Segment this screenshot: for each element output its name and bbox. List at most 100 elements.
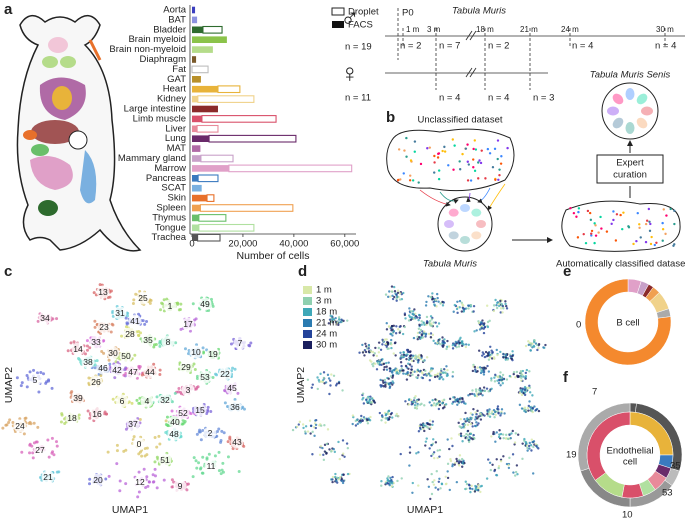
cell-dot	[381, 343, 384, 346]
cluster-label: 1	[168, 301, 173, 311]
cell-dot	[428, 378, 432, 382]
cluster-label: 53	[200, 372, 210, 382]
cell-dot	[477, 415, 480, 418]
cell-dot	[451, 463, 454, 466]
cell-dot	[523, 437, 526, 441]
cluster-label: 6	[120, 396, 125, 406]
cell-dot	[419, 328, 423, 332]
cell-dot	[426, 478, 429, 481]
cell-dot	[79, 360, 83, 364]
cell-dot	[495, 306, 499, 310]
bar-segment	[192, 145, 201, 152]
schematic-dots	[396, 88, 676, 247]
cell-dot	[514, 432, 518, 435]
count-label: n = 2	[400, 41, 421, 52]
cell-dot	[469, 490, 472, 494]
cell-dot	[500, 408, 504, 411]
cell-dot	[499, 350, 502, 354]
cell-dot	[428, 447, 431, 450]
cell-dot	[392, 352, 395, 355]
cell-dot	[511, 350, 514, 353]
cell-dot	[423, 404, 426, 407]
cell-dot	[392, 285, 396, 289]
cell-dot	[328, 318, 332, 321]
cell-dot	[513, 474, 517, 477]
cell-dot	[408, 307, 411, 310]
category-label: Kidney	[157, 94, 186, 105]
cell-dot	[385, 361, 388, 365]
cell-dot	[418, 331, 421, 334]
cell-dot	[467, 419, 471, 422]
cluster-label: 48	[169, 429, 179, 439]
category-label: Liver	[165, 123, 186, 134]
cell-dot	[137, 312, 141, 316]
count-label: n = 2	[488, 41, 509, 52]
cell-dot	[86, 409, 90, 413]
cluster-label: 29	[181, 362, 191, 372]
cell-dot	[648, 229, 652, 233]
cluster-label: 9	[178, 481, 183, 491]
cell-dot	[420, 333, 423, 336]
cell-dot	[432, 483, 436, 486]
cell-dot	[319, 380, 322, 383]
age-label: 30 m	[656, 25, 674, 34]
cell-dot	[460, 340, 464, 343]
cell-dot	[361, 392, 365, 395]
cell-dot	[463, 423, 467, 427]
cell-dot	[532, 445, 535, 449]
cell-dot	[362, 396, 365, 400]
cell-dot	[400, 364, 403, 368]
cell-dot	[389, 476, 392, 480]
x-axis-label: UMAP1	[407, 504, 443, 516]
cluster-label: 49	[200, 299, 210, 309]
cell-dot	[55, 317, 59, 321]
cell-dot	[32, 368, 36, 372]
cell-dot	[635, 239, 638, 243]
cell-dot	[421, 336, 425, 339]
cell-dot	[88, 416, 92, 420]
cell-dot	[491, 410, 494, 413]
cell-dot	[594, 234, 598, 237]
cell-dot	[465, 437, 469, 440]
cell-dot	[459, 432, 463, 435]
cell-dot	[329, 379, 332, 382]
category-label: Aorta	[163, 5, 186, 16]
cell-dot	[298, 420, 302, 424]
cell-dot	[472, 147, 475, 151]
cell-dot	[456, 311, 459, 315]
cell-dot	[508, 374, 512, 378]
cell-dot	[636, 211, 639, 215]
category-label: MAT	[167, 143, 187, 154]
cell-dot	[132, 435, 136, 439]
cell-dot	[124, 316, 128, 320]
cell-dot	[120, 334, 124, 338]
cell-dot	[111, 323, 115, 327]
cluster-badge	[163, 299, 177, 313]
cell-dot	[418, 323, 421, 327]
cell-dot	[577, 210, 580, 214]
cell-dot	[468, 393, 472, 396]
cell-dot	[446, 476, 450, 480]
cell-dot	[486, 325, 490, 329]
cell-dot	[388, 386, 391, 390]
cell-dot	[523, 388, 527, 392]
cell-dot	[498, 168, 501, 171]
cell-dot	[409, 174, 412, 177]
cell-dot	[482, 386, 486, 389]
cell-dot	[442, 344, 445, 347]
cell-dot	[337, 440, 340, 444]
cell-dot	[431, 297, 435, 300]
cell-dot	[437, 177, 441, 181]
cluster-label: 24	[15, 421, 25, 431]
cell-dot	[217, 469, 221, 473]
cell-dot	[400, 367, 404, 370]
cell-dot	[530, 438, 534, 441]
cell-dot	[432, 404, 435, 407]
cell-dot	[408, 179, 412, 182]
cell-dot	[137, 490, 141, 494]
cell-dot	[471, 389, 474, 392]
cell-dot	[509, 437, 512, 440]
cell-dot	[467, 440, 471, 444]
cell-dot	[434, 441, 438, 444]
cell-dot	[301, 423, 305, 426]
